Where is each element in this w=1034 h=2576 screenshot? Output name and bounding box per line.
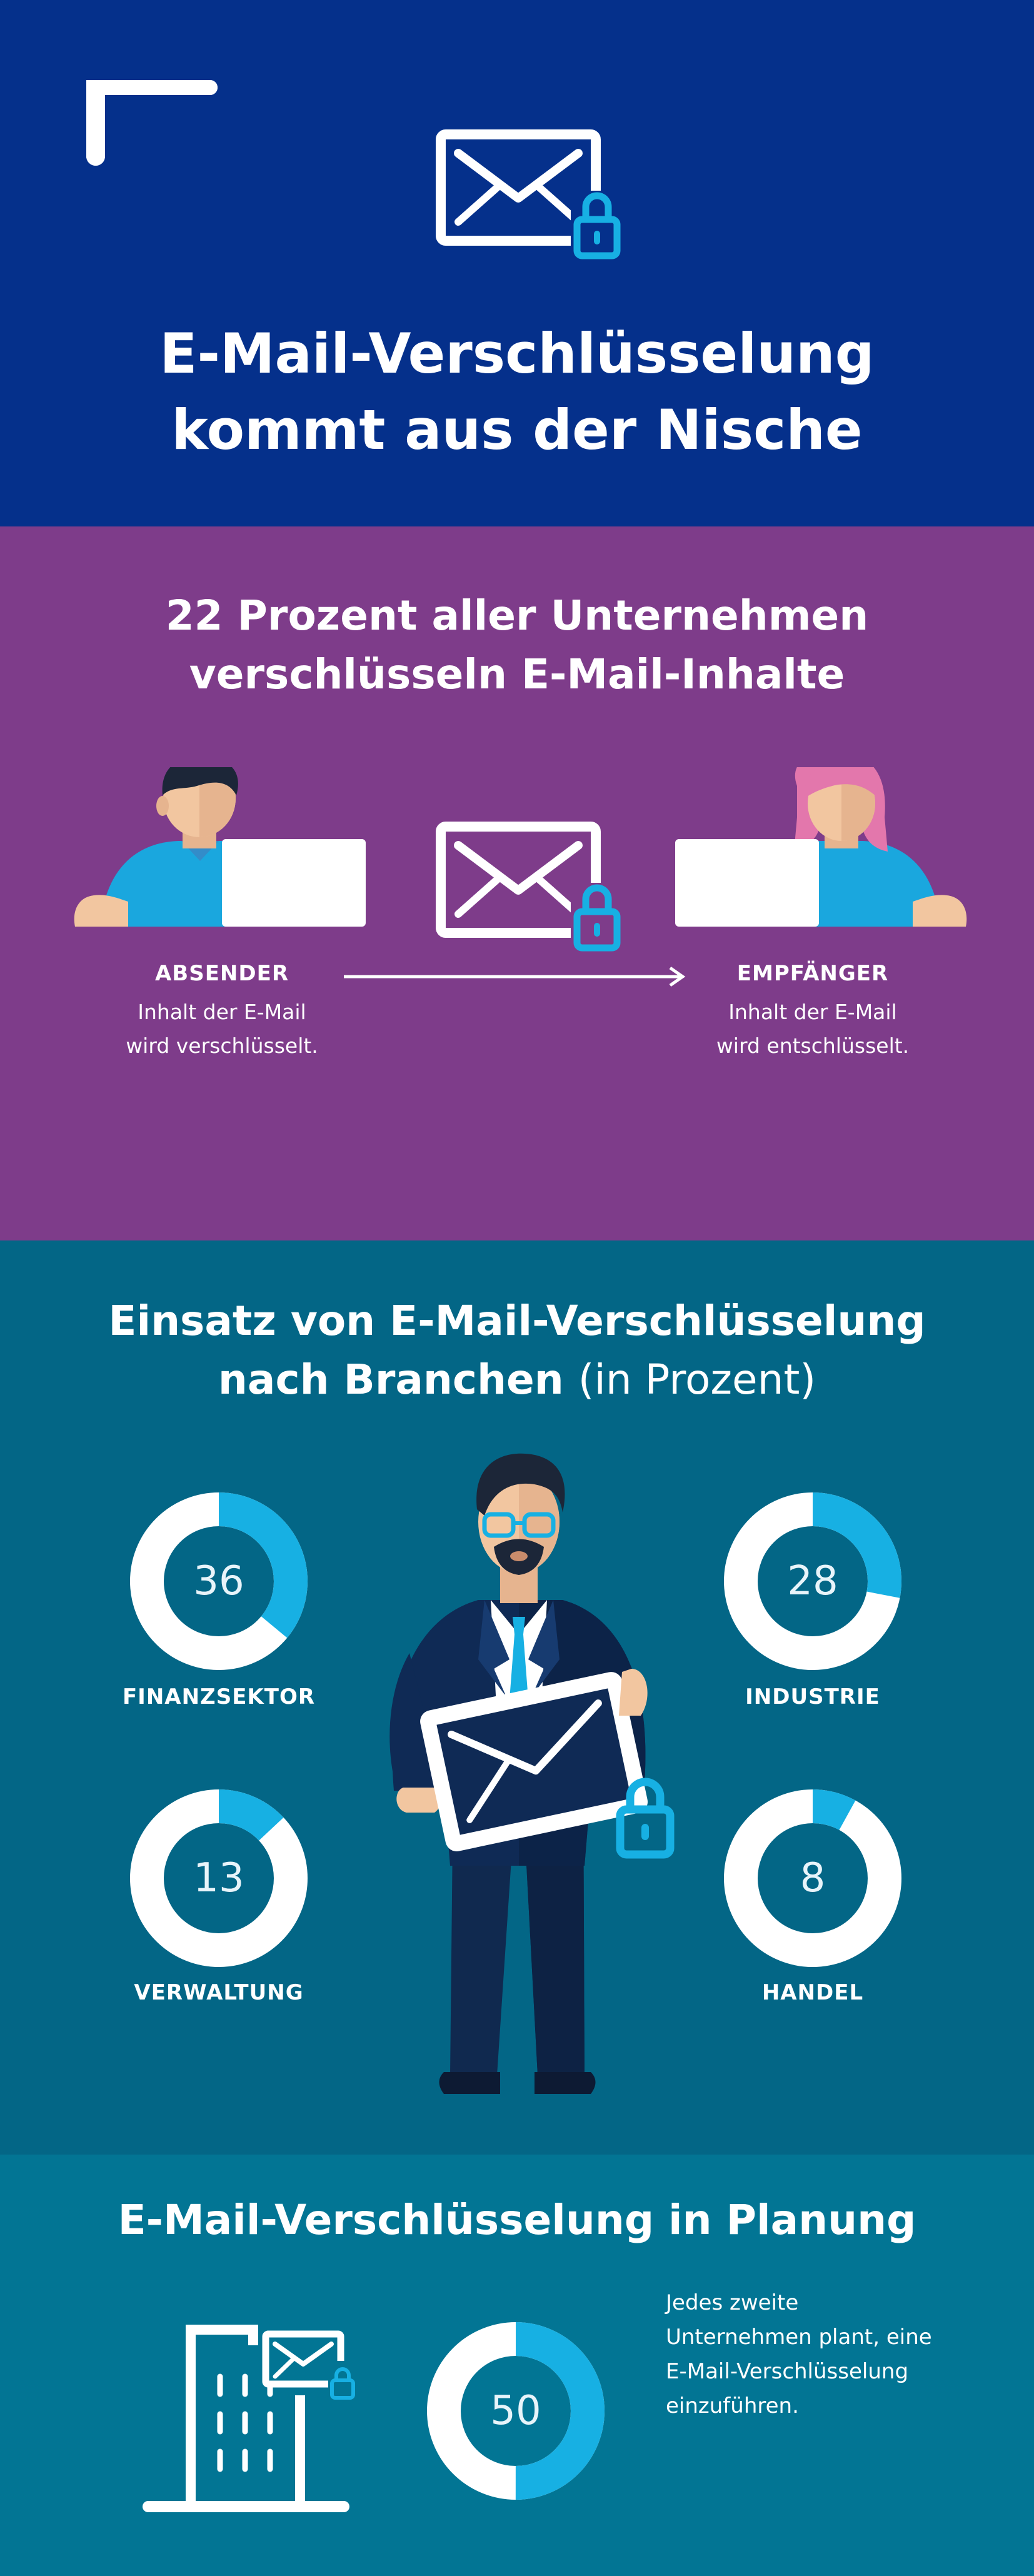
ring-progress-arc [427,2322,605,2500]
sectors-title-unit: (in Prozent) [578,1356,816,1404]
flow-title-line2: verschlüsseln E-Mail-Inhalte [189,650,845,698]
sector-label-verwaltung: VERWALTUNG [134,1980,304,2005]
ring-industrie [724,1492,901,1670]
businessman-illustration [389,1453,675,2094]
brand-corner-logo [86,80,218,166]
planning-section: E-Mail-Verschlüsselung in Planung 50 Jed… [0,2155,1034,2576]
sender-illustration [74,767,366,927]
sector-label-finanzsektor: FINANZSEKTOR [122,1684,316,1709]
sectors-title-line1: Einsatz von E-Mail-Verschlüsselung [108,1297,926,1345]
planning-text-line3: E-Mail-Verschlüsselung [666,2359,909,2384]
page-title-line2: kommt aus der Nische [171,398,863,462]
sector-label-industrie: INDUSTRIE [745,1684,880,1709]
page-title: E-Mail-Verschlüsselung kommt aus der Nis… [0,316,1034,468]
sender-desc-line1: Inhalt der E-Mail [138,1000,306,1024]
arrow-right-icon [344,966,686,987]
sectors-section: Einsatz von E-Mail-Verschlüsselung nach … [0,1240,1034,2155]
ring-progress-arc [130,1492,308,1670]
sender-description: Inhalt der E-Mail wird verschlüsselt. [97,995,347,1063]
encryption-flow-section: 22 Prozent aller Unternehmen verschlüsse… [0,526,1034,1240]
ring-verwaltung [130,1789,308,1967]
recipient-label: EMPFÄNGER [736,961,889,986]
sectors-title-bold: nach Branchen [218,1356,564,1404]
ring-handel [724,1789,901,1967]
recipient-illustration [675,767,967,927]
ring-value-finanzsektor: 36 [193,1558,244,1604]
ring-progress-arc [130,1789,308,1967]
ring-finanzsektor [130,1492,308,1670]
building-mail-icon [143,2325,359,2512]
recipient-desc-line1: Inhalt der E-Mail [728,1000,897,1024]
header-section: E-Mail-Verschlüsselung kommt aus der Nis… [0,0,1034,526]
ring-progress-arc [724,1789,901,1967]
ring-value-planning: 50 [490,2388,541,2434]
ring-value-industrie: 28 [787,1558,838,1604]
recipient-desc-line2: wird entschlüsselt. [716,1034,910,1058]
planning-text-line2: Unternehmen plant, eine [666,2325,932,2350]
encrypted-mail-icon [436,822,623,952]
sectors-title: Einsatz von E-Mail-Verschlüsselung nach … [0,1292,1034,1409]
ring-planning [427,2322,605,2500]
locked-envelope-icon [436,129,623,259]
ring-value-verwaltung: 13 [193,1855,244,1901]
sender-desc-line2: wird verschlüsselt. [126,1034,318,1058]
planning-text-line4: einzuführen. [666,2393,799,2418]
planning-title: E-Mail-Verschlüsselung in Planung [118,2196,916,2244]
ring-value-handel: 8 [800,1855,826,1901]
sender-label: ABSENDER [154,961,289,986]
ring-progress-arc [724,1492,901,1670]
planning-text-line1: Jedes zweite [666,2290,799,2315]
planning-description: Jedes zweite Unternehmen plant, eine E-M… [666,2286,960,2423]
sector-label-handel: HANDEL [761,1980,864,2005]
flow-title-line1: 22 Prozent aller Unternehmen [165,591,869,640]
sectors-title-line2: nach Branchen (in Prozent) [0,1351,1034,1409]
page-title-line1: E-Mail-Verschlüsselung [159,321,875,386]
recipient-description: Inhalt der E-Mail wird entschlüsselt. [688,995,938,1063]
flow-title: 22 Prozent aller Unternehmen verschlüsse… [0,586,1034,704]
